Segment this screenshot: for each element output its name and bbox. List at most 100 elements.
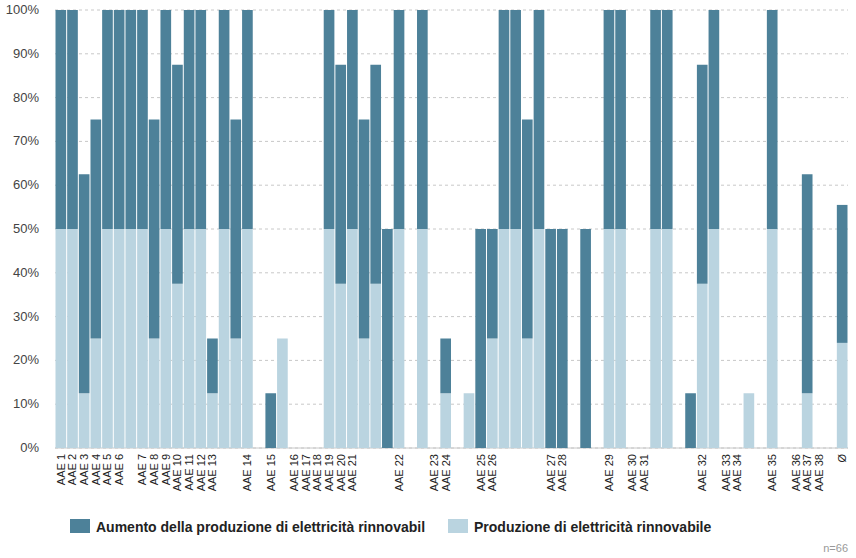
bar [382,229,393,448]
legend-swatch [448,519,468,533]
x-tick-label: AAE 20 [335,454,347,491]
bar [102,10,113,229]
bar [802,393,813,448]
x-tick-label: AAE 19 [323,454,335,491]
bar [347,229,358,448]
bar [219,229,230,448]
legend-label: Aumento della produzione di elettricità … [96,519,425,535]
bar [114,229,125,448]
bar [487,229,498,339]
bar [242,229,253,448]
bar [697,65,708,284]
bar [172,65,183,284]
x-tick-label: AAE 37 [801,454,813,491]
bars [56,10,848,448]
bar [744,393,755,394]
grid [55,10,848,448]
bar [219,10,230,229]
x-tick-label: AAE 38 [813,454,825,491]
bar [67,229,78,448]
bar [300,448,311,449]
bar [674,448,685,449]
bar [662,229,673,448]
bar [394,229,405,448]
bar [452,448,463,449]
bar [814,448,825,449]
y-tick-label: 100% [6,2,40,17]
bar [779,448,790,449]
bar [184,229,195,448]
x-tick-label: AAE 15 [265,454,277,491]
bar [592,448,603,449]
annotation: n=66 [823,542,848,554]
bar [557,229,568,448]
grid-line [55,10,848,11]
bar [452,448,463,449]
x-tick-label: AAE 10 [171,454,183,491]
bar [405,448,416,449]
bar [464,393,475,394]
bar [837,205,848,343]
x-tick-label: AAE 7 [136,454,148,485]
bar [522,120,533,339]
bar [545,229,556,448]
bar [417,10,428,229]
bar [475,229,486,448]
bar [184,10,195,229]
x-tick-label: AAE 18 [311,454,323,491]
x-tick-label: AAE 32 [696,454,708,491]
bar [417,229,428,448]
bar [312,448,323,449]
bar [195,229,206,448]
bar [685,393,696,448]
bar [790,448,801,449]
bar [125,229,136,448]
x-tick-label: AAE 1 [55,454,67,485]
bar [499,10,510,229]
bar [825,448,836,449]
bar [674,448,685,449]
x-tick-label: AAE 6 [113,454,125,485]
x-tick-label: AAE 33 [720,454,732,491]
bar [79,393,90,448]
x-tick-label: AAE 12 [195,454,207,491]
bar [767,229,778,448]
bar [627,448,638,449]
x-tick-label: AAE 28 [556,454,568,491]
bar [394,10,405,229]
bar [755,448,766,449]
bar [650,229,661,448]
bar [254,448,265,449]
bar [289,448,300,449]
bar [149,120,160,339]
bar [627,448,638,449]
bar [137,229,148,448]
bar [125,10,136,229]
bar [510,229,521,448]
bar [604,10,615,229]
bar [510,10,521,229]
x-tick-label: AAE 22 [393,454,405,491]
bar [837,343,848,448]
bar [440,339,451,394]
bar [639,448,650,449]
bar [207,339,218,394]
bar [825,448,836,449]
x-tick-label: AAE 14 [241,454,253,491]
y-tick-label: 20% [13,352,39,367]
bar [137,10,148,229]
bar [534,10,545,229]
bar [709,10,720,229]
bar [230,339,241,449]
bar [195,10,206,229]
x-tick-label: AAE 30 [626,454,638,491]
x-tick-label: AAE 35 [766,454,778,491]
x-tick-label: AAE 31 [638,454,650,491]
x-tick-label: AAE 8 [148,454,160,485]
bar [67,10,78,229]
bar [370,65,381,284]
x-tick-label: Ø [836,454,848,463]
bar [720,448,731,449]
bar [230,120,241,339]
bar [802,174,813,393]
